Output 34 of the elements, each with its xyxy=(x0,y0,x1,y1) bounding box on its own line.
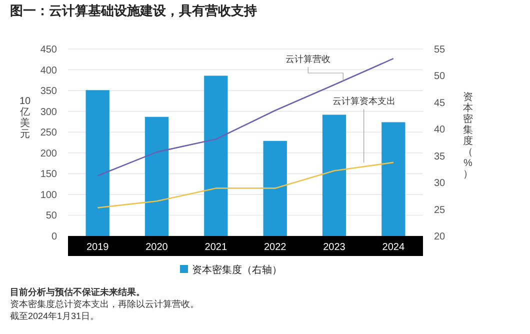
y-tick-label: 150 xyxy=(40,169,58,180)
y2-tick-label: 20 xyxy=(434,232,446,242)
y-tick-label: 50 xyxy=(46,210,58,222)
y-tick-label: 100 xyxy=(40,190,58,201)
y-tick-label: 400 xyxy=(40,65,58,76)
y2-tick-label: 45 xyxy=(434,98,446,109)
text: 截至2024年1月31日。 xyxy=(10,311,100,321)
y-tick-label: 450 xyxy=(40,44,58,56)
y2-tick-label: 35 xyxy=(434,151,446,162)
chart-title: 图一：云计算基础设施建设，具有营收支持 xyxy=(10,3,257,18)
y2-tick-label: 55 xyxy=(434,44,446,56)
text: 目前分析与预估不保证未来结果。 xyxy=(10,287,145,297)
y-tick-label: 200 xyxy=(40,148,58,160)
text: 云计算资本支出 xyxy=(332,96,396,106)
x-tick-label: 2024 xyxy=(382,242,405,253)
y-tick-label: 0 xyxy=(51,232,58,242)
x-tick-label: 2020 xyxy=(146,242,168,253)
y-tick-label: 350 xyxy=(40,86,58,98)
y-tick-label: 300 xyxy=(40,106,58,118)
y-axis-title: 10亿美元 xyxy=(19,96,31,140)
y2-axis-title: 资本密集度（%） xyxy=(463,91,473,180)
x-tick-label: 2021 xyxy=(204,242,228,253)
line-series xyxy=(96,162,394,208)
x-tick-label: 2019 xyxy=(86,242,110,253)
text: 云计算营收 xyxy=(286,54,331,64)
x-tick-label: 2023 xyxy=(323,242,346,253)
y2-tick-label: 40 xyxy=(434,124,446,136)
y2-tick-label: 50 xyxy=(434,71,446,82)
x-tick-label: 2022 xyxy=(264,242,287,253)
y2-tick-label: 25 xyxy=(434,204,446,216)
y-tick-label: 250 xyxy=(40,128,58,139)
legend-label: 资本密集度（右轴） xyxy=(192,264,282,276)
y2-tick-label: 30 xyxy=(434,178,446,190)
text: 资本密集度总计资本支出，再除以云计算营收。 xyxy=(10,299,199,309)
